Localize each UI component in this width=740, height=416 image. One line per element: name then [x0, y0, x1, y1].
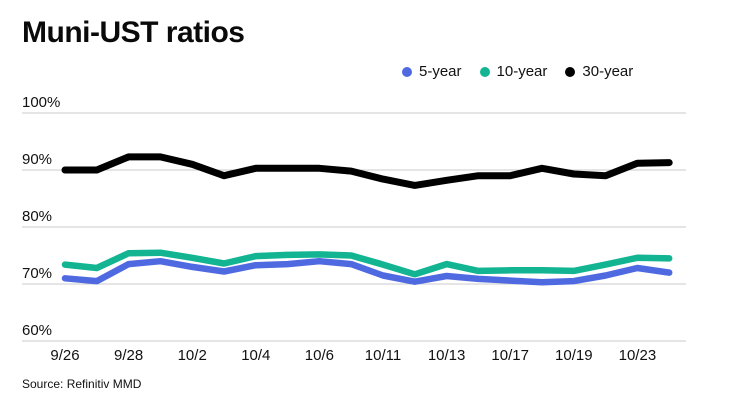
y-tick-label: 90%: [22, 151, 52, 168]
legend-label-10-year: 10-year: [496, 63, 548, 80]
legend-item-10-year: 10-year: [479, 63, 548, 80]
chart-title: Muni-UST ratios: [22, 16, 245, 49]
x-tick-label: 10/23: [619, 347, 657, 364]
series-line-10-year: [61, 249, 673, 278]
y-tick-label: 100%: [22, 94, 60, 111]
x-tick-label: 10/19: [555, 347, 593, 364]
x-tick-label: 10/11: [365, 347, 401, 364]
chart-legend: 5-year 10-year 30-year: [402, 63, 633, 80]
x-tick-label: 10/13: [428, 347, 466, 364]
x-tick-label: 10/6: [305, 347, 334, 364]
legend-item-30-year: 30-year: [565, 63, 633, 80]
legend-label-5-year: 5-year: [419, 63, 462, 80]
series-line-5-year: [61, 257, 673, 286]
x-tick-label: 9/26: [50, 347, 79, 364]
legend-dot-10-year-icon: [479, 66, 490, 77]
legend-dot-5-year-icon: [402, 66, 412, 77]
legend-label-30-year: 30-year: [582, 63, 634, 80]
source-note: Source: Refinitiv MMD: [22, 377, 142, 391]
y-tick-label: 60%: [22, 322, 52, 339]
legend-item-5-year: 5-year: [402, 63, 462, 80]
x-tick-label: 10/17: [491, 347, 529, 364]
x-tick-label: 10/2: [178, 347, 207, 364]
legend-dot-30-year-icon: [565, 66, 576, 77]
series-line-30-year: [61, 153, 673, 189]
y-tick-label: 70%: [22, 265, 52, 282]
x-tick-label: 9/28: [114, 347, 143, 364]
y-tick-label: 80%: [22, 208, 52, 225]
x-tick-label: 10/4: [241, 347, 270, 364]
